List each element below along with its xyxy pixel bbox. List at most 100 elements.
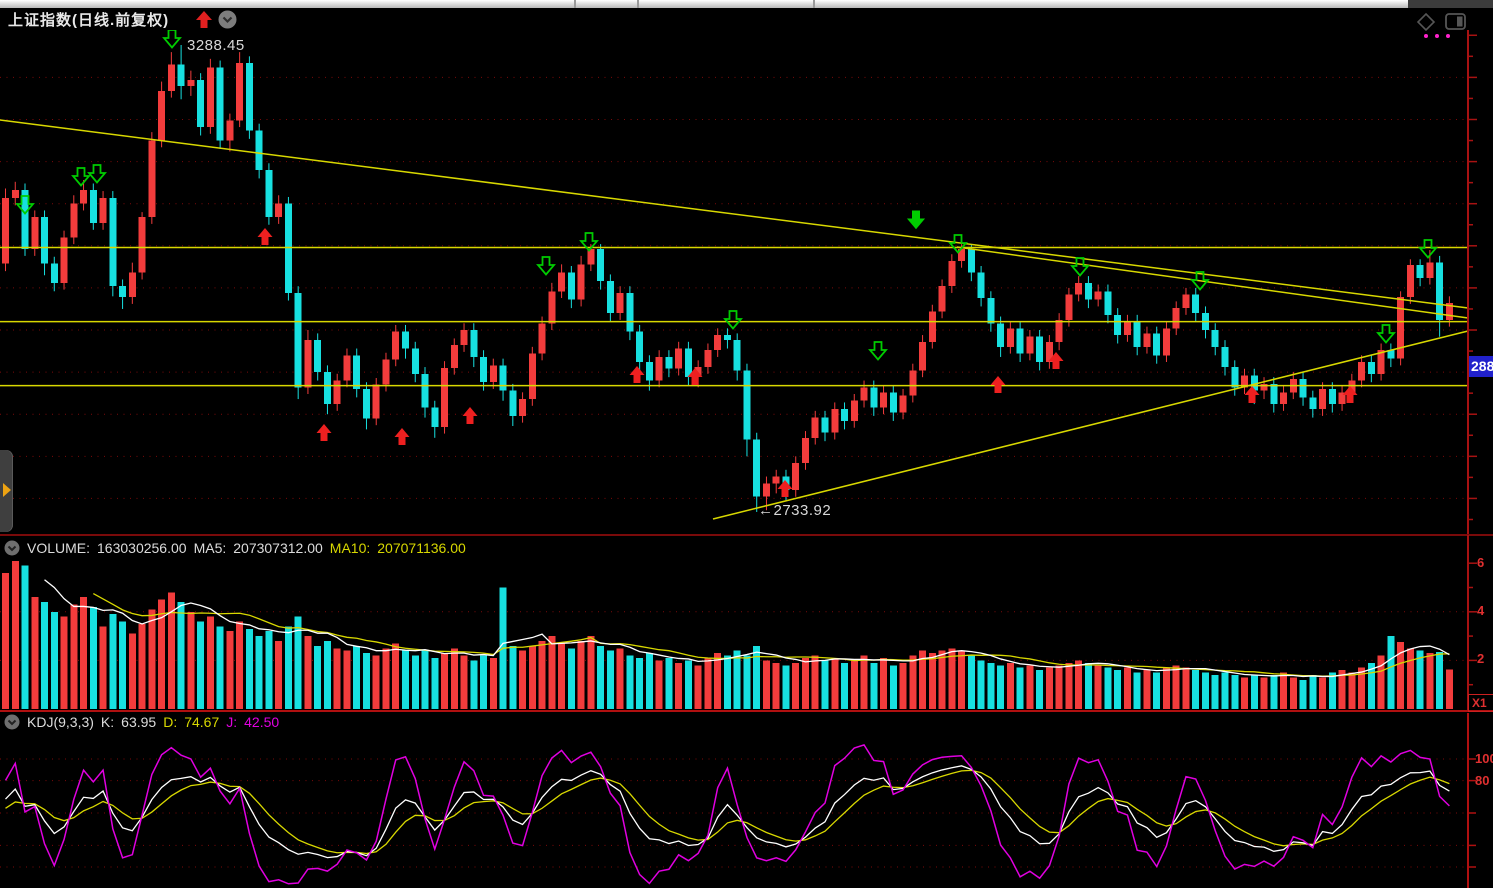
volume-bar (850, 660, 858, 709)
scrollbar-notch (574, 0, 576, 8)
j-line (4, 743, 1450, 885)
candle-body (460, 330, 468, 346)
candle-body (441, 367, 449, 427)
candle-body (323, 372, 331, 405)
volume-bar (187, 611, 195, 709)
volume-bar (1153, 672, 1161, 709)
volume-bar (109, 614, 117, 709)
volume-bar (480, 655, 488, 709)
volume-bar (636, 657, 644, 709)
volume-bar (1358, 667, 1366, 709)
volume-label: VOLUME: (27, 540, 91, 556)
candle-body (675, 348, 683, 369)
volume-bar (567, 648, 575, 709)
volume-bar (460, 655, 468, 709)
sell-signal-icon (1376, 324, 1396, 344)
sell-signal-icon (15, 195, 35, 215)
low-price-label: ←2733.92 (758, 502, 832, 519)
volume-bar (967, 655, 975, 709)
volume-bar (1162, 667, 1170, 709)
candle-body (1055, 319, 1063, 342)
volume-chart[interactable] (0, 534, 1493, 713)
volume-value: 163030256.00 (97, 540, 187, 556)
volume-bar (411, 655, 419, 709)
volume-bar (99, 626, 107, 709)
collapse-kdj-button[interactable] (4, 714, 20, 733)
candle-body (1270, 383, 1278, 405)
sidebar-expand-handle[interactable] (0, 450, 13, 532)
volume-bar (1397, 642, 1405, 709)
chart-title: 上证指数(日线.前复权) (8, 12, 170, 29)
candle-body (304, 340, 312, 388)
candle-body (948, 260, 956, 287)
sell-signal-icon (87, 164, 107, 184)
sell-signal-icon (723, 310, 743, 330)
buy-signal-icon (316, 424, 332, 441)
d-line (5, 769, 1450, 855)
volume-bar (958, 650, 966, 709)
collapse-main-button[interactable] (218, 10, 237, 34)
volume-bar (1377, 655, 1385, 709)
candle-body (362, 388, 370, 419)
candle-body (1026, 336, 1034, 354)
horizontal-scrollbar[interactable] (0, 0, 1493, 8)
collapse-volume-button[interactable] (4, 540, 20, 559)
volume-bar (811, 655, 819, 709)
candle-body (1162, 328, 1170, 356)
volume-bar (1445, 669, 1453, 709)
volume-bar (606, 650, 614, 709)
candle-body (489, 365, 497, 383)
volume-bar (275, 640, 283, 709)
candle-body (880, 392, 888, 408)
candle-body (382, 359, 390, 385)
candle-body (1280, 392, 1288, 405)
candle-body (1377, 350, 1385, 374)
scrollbar-track[interactable] (1408, 0, 1493, 8)
magenta-dot-icon (1446, 34, 1450, 38)
trend-up-arrow-icon[interactable] (196, 11, 212, 33)
sell-signal-icon (536, 256, 556, 276)
ma5-value: 207307312.00 (233, 540, 323, 556)
diagonal-trendline (956, 246, 1469, 319)
candle-body (1260, 383, 1268, 391)
candle-body (245, 63, 253, 131)
candle-body (255, 130, 263, 171)
volume-bar (665, 657, 673, 709)
panel-layout-icon[interactable] (1445, 12, 1467, 37)
candle-body (841, 409, 849, 421)
volume-bar (1045, 667, 1053, 709)
volume-bar (489, 657, 497, 709)
expand-triangle-icon (3, 483, 11, 497)
volume-bar (206, 616, 214, 709)
candle-body (128, 272, 136, 298)
volume-bar (1006, 662, 1014, 709)
candlestick-chart[interactable] (0, 30, 1493, 534)
volume-bar (1426, 653, 1434, 709)
candle-body (353, 355, 361, 389)
candle-body (665, 356, 673, 369)
volume-bar (548, 636, 556, 709)
volume-bar (362, 653, 370, 709)
candle-body (606, 281, 614, 314)
candle-body (684, 348, 692, 378)
ma10-value: 207071136.00 (377, 540, 466, 556)
volume-bar (1192, 670, 1200, 709)
candle-body (1094, 291, 1102, 300)
candle-body (431, 407, 439, 427)
kdj-chart[interactable] (0, 713, 1493, 888)
volume-bar (889, 665, 897, 709)
candle-body (343, 355, 351, 381)
volume-bar (587, 636, 595, 709)
volume-unit-label: X1 (1468, 694, 1493, 712)
sell-signal-icon (1418, 239, 1438, 259)
k-value: 63.95 (121, 714, 157, 730)
buy-signal-icon (629, 366, 645, 383)
diamond-tool-icon[interactable] (1416, 12, 1436, 37)
candle-body (528, 353, 536, 400)
candle-body (821, 417, 829, 433)
candle-body (21, 190, 29, 250)
candle-body (1387, 350, 1395, 359)
candle-body (392, 331, 400, 360)
volume-bar (743, 655, 751, 709)
candle-body (275, 203, 283, 218)
